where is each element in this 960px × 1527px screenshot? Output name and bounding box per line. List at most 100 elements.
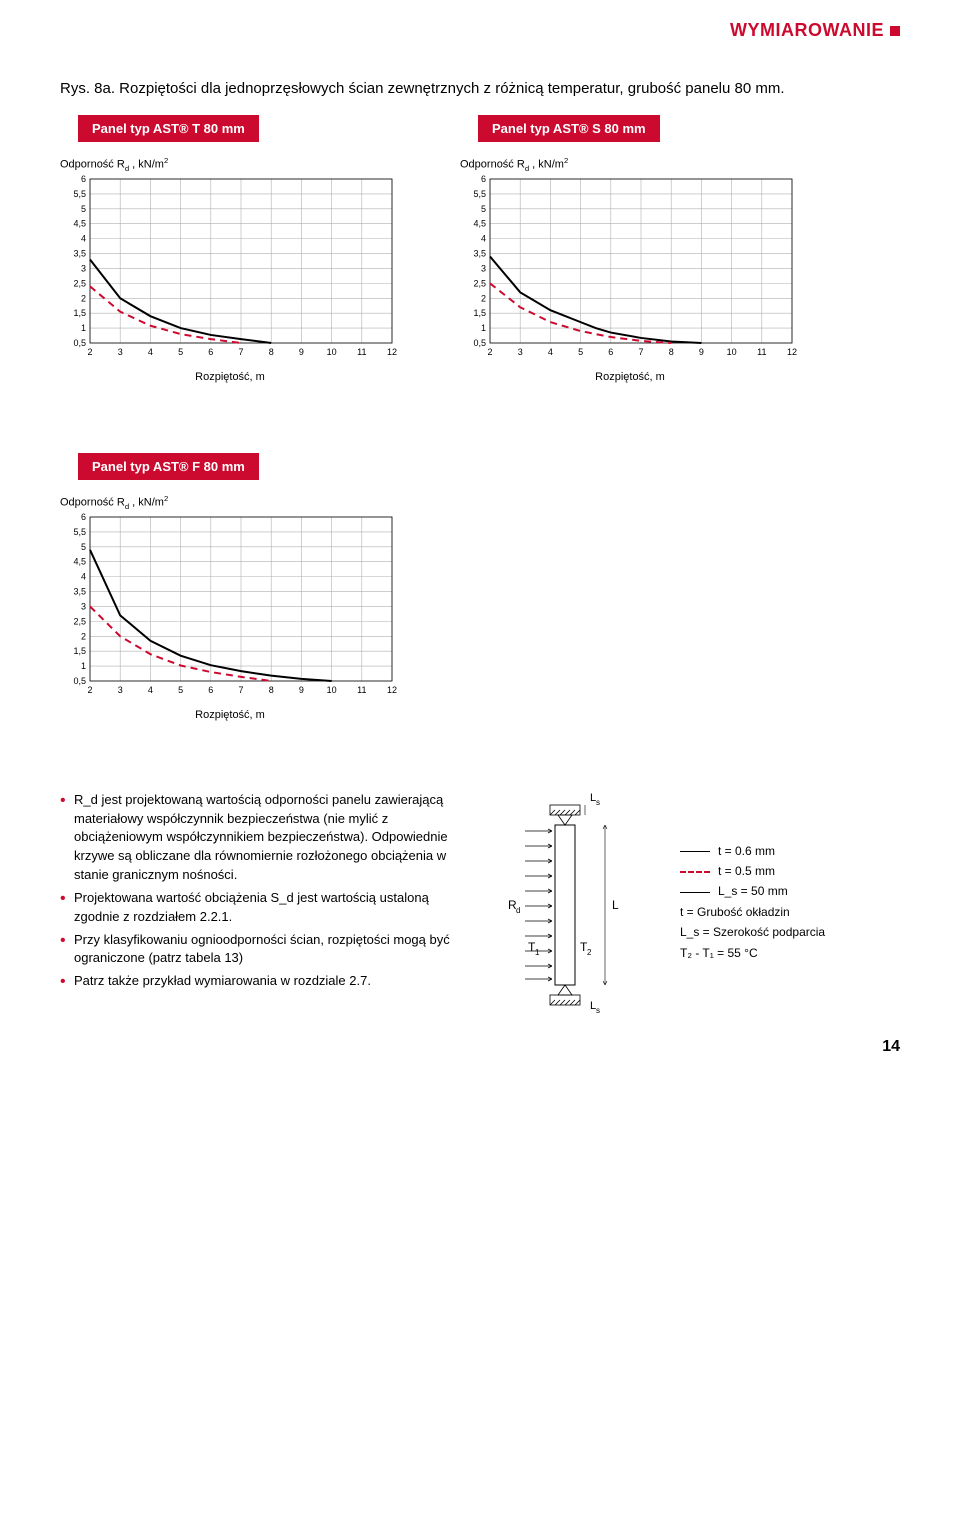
- svg-text:10: 10: [727, 347, 737, 357]
- svg-text:3: 3: [118, 347, 123, 357]
- svg-text:8: 8: [269, 685, 274, 695]
- svg-text:1: 1: [481, 323, 486, 333]
- svg-text:11: 11: [357, 685, 366, 695]
- legend-row: L_s = Szerokość podparcia: [680, 922, 880, 942]
- svg-text:12: 12: [387, 347, 397, 357]
- svg-text:5: 5: [178, 685, 183, 695]
- legend-row: t = 0.6 mm: [680, 841, 880, 861]
- svg-text:2: 2: [87, 347, 92, 357]
- chart-T: Panel typ AST® T 80 mmOdporność Rd , kN/…: [60, 115, 400, 383]
- legend-thin-icon: [680, 892, 710, 893]
- svg-text:5: 5: [81, 542, 86, 552]
- note-item: R_d jest projektowaną wartością odpornoś…: [60, 791, 460, 885]
- svg-text:4: 4: [148, 685, 153, 695]
- svg-text:10: 10: [327, 685, 337, 695]
- svg-text:3,5: 3,5: [73, 248, 86, 258]
- svg-text:2: 2: [587, 948, 592, 957]
- svg-text:2: 2: [81, 631, 86, 641]
- svg-text:4,5: 4,5: [73, 556, 86, 566]
- legend-row: T₂ - T₁ = 55 °C: [680, 943, 880, 963]
- svg-text:11: 11: [357, 347, 366, 357]
- chart-S: Panel typ AST® S 80 mmOdporność Rd , kN/…: [460, 115, 800, 383]
- svg-text:9: 9: [699, 347, 704, 357]
- svg-text:12: 12: [787, 347, 797, 357]
- svg-text:5,5: 5,5: [73, 527, 86, 537]
- header-square: [890, 26, 900, 36]
- svg-text:0,5: 0,5: [473, 338, 486, 348]
- svg-text:3: 3: [81, 601, 86, 611]
- notes-list: R_d jest projektowaną wartością odpornoś…: [60, 791, 460, 991]
- svg-text:4: 4: [548, 347, 553, 357]
- svg-text:5: 5: [81, 204, 86, 214]
- svg-text:1: 1: [81, 323, 86, 333]
- svg-text:4: 4: [148, 347, 153, 357]
- svg-text:11: 11: [757, 347, 766, 357]
- svg-text:3: 3: [518, 347, 523, 357]
- note-item: Przy klasyfikowaniu ognioodporności ścia…: [60, 931, 460, 969]
- svg-text:1,5: 1,5: [73, 308, 86, 318]
- svg-text:4: 4: [81, 233, 86, 243]
- panel-diagram: Rd T1 T2 Ls L Ls: [490, 791, 650, 1036]
- legend-row: L_s = 50 mm: [680, 881, 880, 901]
- svg-text:6: 6: [481, 175, 486, 184]
- svg-text:2: 2: [81, 293, 86, 303]
- legend-row: t = Grubość okładzin: [680, 902, 880, 922]
- figure-caption: Rys. 8a. Rozpiętości dla jednoprzęsłowyc…: [60, 80, 900, 97]
- legend-dashed-icon: [680, 871, 710, 873]
- svg-text:3: 3: [81, 263, 86, 273]
- svg-text:2: 2: [487, 347, 492, 357]
- svg-text:3: 3: [118, 685, 123, 695]
- svg-text:5,5: 5,5: [73, 189, 86, 199]
- svg-text:9: 9: [299, 685, 304, 695]
- svg-text:1: 1: [535, 948, 540, 957]
- svg-text:7: 7: [238, 685, 243, 695]
- svg-text:6: 6: [208, 685, 213, 695]
- chart-title: Panel typ AST® T 80 mm: [78, 115, 259, 142]
- svg-text:5: 5: [178, 347, 183, 357]
- svg-text:4,5: 4,5: [73, 219, 86, 229]
- svg-text:2,5: 2,5: [473, 278, 486, 288]
- svg-text:5: 5: [481, 204, 486, 214]
- svg-text:12: 12: [387, 685, 397, 695]
- chart-title: Panel typ AST® S 80 mm: [478, 115, 660, 142]
- svg-text:5,5: 5,5: [473, 189, 486, 199]
- svg-text:8: 8: [269, 347, 274, 357]
- svg-text:s: s: [596, 798, 600, 807]
- svg-text:7: 7: [238, 347, 243, 357]
- svg-text:d: d: [516, 906, 520, 915]
- chart-F: Panel typ AST® F 80 mmOdporność Rd , kN/…: [60, 453, 400, 721]
- svg-text:6: 6: [608, 347, 613, 357]
- svg-text:3,5: 3,5: [73, 586, 86, 596]
- svg-text:2,5: 2,5: [73, 278, 86, 288]
- svg-text:0,5: 0,5: [73, 338, 86, 348]
- svg-text:s: s: [596, 1006, 600, 1015]
- svg-text:6: 6: [208, 347, 213, 357]
- svg-text:2: 2: [87, 685, 92, 695]
- svg-text:4: 4: [481, 233, 486, 243]
- svg-text:6: 6: [81, 175, 86, 184]
- svg-text:6: 6: [81, 513, 86, 522]
- svg-text:3: 3: [481, 263, 486, 273]
- svg-text:4: 4: [81, 571, 86, 581]
- page-number: 14: [882, 1038, 900, 1056]
- legend-block: t = 0.6 mm t = 0.5 mm L_s = 50 mm t = Gr…: [680, 791, 880, 963]
- section-header: WYMIAROWANIE: [730, 20, 900, 41]
- legend-row: t = 0.5 mm: [680, 861, 880, 881]
- svg-text:5: 5: [578, 347, 583, 357]
- legend-solid-icon: [680, 851, 710, 852]
- svg-text:3,5: 3,5: [473, 248, 486, 258]
- svg-text:9: 9: [299, 347, 304, 357]
- svg-text:1: 1: [81, 661, 86, 671]
- svg-text:8: 8: [669, 347, 674, 357]
- svg-text:1,5: 1,5: [473, 308, 486, 318]
- svg-text:4,5: 4,5: [473, 219, 486, 229]
- chart-title: Panel typ AST® F 80 mm: [78, 453, 259, 480]
- notes-block: R_d jest projektowaną wartością odpornoś…: [60, 791, 460, 995]
- svg-text:7: 7: [638, 347, 643, 357]
- svg-text:L: L: [612, 898, 619, 912]
- svg-text:2: 2: [481, 293, 486, 303]
- svg-text:10: 10: [327, 347, 337, 357]
- svg-text:1,5: 1,5: [73, 646, 86, 656]
- note-item: Patrz także przykład wymiarowania w rozd…: [60, 972, 460, 991]
- svg-text:2,5: 2,5: [73, 616, 86, 626]
